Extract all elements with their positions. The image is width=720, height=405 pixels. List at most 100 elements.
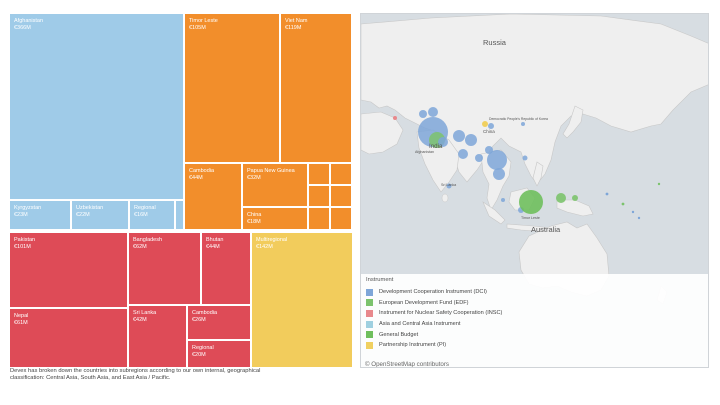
pacific-island-marker (605, 192, 609, 196)
tile-name: Viet Nam (285, 18, 308, 24)
treemap-tile-cambodia-red[interactable]: Cambodia €26M (187, 305, 251, 340)
tile-name: Nepal (14, 313, 29, 319)
bubble-malaysia[interactable] (501, 198, 505, 202)
tile-label: Regional €20M (192, 345, 214, 359)
bubble-cambodia[interactable] (493, 168, 505, 180)
bubble-bangladesh[interactable] (458, 149, 468, 159)
bubble-myanmar[interactable] (475, 154, 483, 162)
label-russia: Russia (483, 38, 507, 47)
bubble-philippines[interactable] (522, 155, 528, 161)
treemap-tile-bhutan[interactable]: Bhutan €44M (201, 232, 251, 305)
legend-item[interactable]: General Budget (366, 329, 703, 340)
sri-lanka-landmass (441, 193, 449, 203)
tile-value: €22M (76, 211, 90, 218)
tile-value: €366M (14, 24, 31, 31)
treemap-tile-multiregional[interactable]: Multiregional €142M (251, 232, 353, 368)
bubble-iran[interactable] (393, 116, 397, 120)
treemap-tile-nepal[interactable]: Nepal €61M (9, 308, 128, 368)
caption: Devex has broken down the countries into… (10, 368, 261, 382)
tile-value: €101M (14, 243, 31, 250)
treemap-tile-uzbekistan[interactable]: Uzbekistan €22M (71, 200, 129, 230)
japan-landmass (562, 105, 584, 139)
treemap-tile-small[interactable] (308, 207, 330, 230)
pacific-island-marker (621, 202, 625, 206)
bubble-solomon[interactable] (572, 195, 578, 201)
bubble-dprk[interactable] (482, 121, 488, 127)
legend-item[interactable]: Partnership Instrument (PI) (366, 340, 703, 351)
tile-value: €62M (133, 243, 147, 250)
bubble-pakistan[interactable] (438, 137, 448, 147)
bubble-kyrgyzstan[interactable] (428, 107, 438, 117)
legend-swatch (366, 341, 373, 349)
tile-label: Afghanistan €366M (14, 18, 43, 32)
legend-label: Instrument for Nuclear Safety Cooperatio… (379, 310, 503, 317)
tile-label: Viet Nam €119M (285, 18, 308, 32)
treemap-tile-small[interactable] (308, 163, 330, 185)
tile-name: Sri Lanka (133, 310, 157, 316)
legend-item[interactable]: Asia and Central Asia Instrument (366, 319, 703, 330)
tile-value: €32M (247, 174, 261, 181)
bubble-mongolia[interactable] (521, 122, 525, 126)
bubble-nepal[interactable] (453, 130, 465, 142)
legend-swatch (366, 288, 373, 296)
treemap-tile-cambodia[interactable]: Cambodia €44M (184, 163, 242, 230)
legend-item[interactable]: Instrument for Nuclear Safety Cooperatio… (366, 308, 703, 319)
treemap-tile-small[interactable] (330, 207, 352, 230)
treemap-tile-afghanistan[interactable]: Afghanistan €366M (9, 13, 184, 200)
sumatra-landmass (482, 201, 506, 225)
tile-name: Regional (192, 345, 214, 351)
bubble-china[interactable] (488, 123, 494, 129)
treemap-tile-timor-leste[interactable]: Timor Leste €105M (184, 13, 280, 163)
legend-swatch (366, 320, 373, 328)
tile-name: Uzbekistan (76, 205, 104, 211)
label-india: India (429, 143, 443, 150)
treemap-tile-small[interactable] (175, 200, 184, 230)
tile-label: Regional €16M (134, 205, 156, 219)
treemap-tile-bangladesh[interactable]: Bangladesh €62M (128, 232, 201, 305)
legend-swatch (366, 331, 373, 339)
treemap-tile-pakistan[interactable]: Pakistan €101M (9, 232, 128, 308)
tile-label: Pakistan €101M (14, 237, 35, 251)
bubble-viet-nam[interactable] (487, 150, 507, 170)
legend-swatch (366, 299, 373, 307)
treemap-tile-regional-asia[interactable]: Regional €16M (129, 200, 175, 230)
treemap-tile-sri-lanka[interactable]: Sri Lanka €42M (128, 305, 187, 368)
treemap-tile-regional-red[interactable]: Regional €20M (187, 340, 251, 368)
map-legend: Instrument Development Cooperation Instr… (361, 274, 708, 368)
legend-swatch (366, 309, 373, 317)
treemap-tile-china[interactable]: China €18M (242, 207, 308, 230)
philippines-landmass (532, 161, 544, 187)
tile-value: €26M (192, 316, 206, 323)
tile-name: Papua New Guinea (247, 168, 295, 174)
treemap-tile-small[interactable] (330, 163, 352, 185)
label-dprk: Democratic People's Republic of Korea (489, 117, 548, 121)
map-attribution[interactable]: © OpenStreetMap contributors (365, 361, 450, 368)
tile-label: Multiregional €142M (256, 237, 287, 251)
tile-name: Cambodia (192, 310, 218, 316)
legend-label: Asia and Central Asia Instrument (379, 321, 461, 328)
tile-name: China (247, 212, 262, 218)
bubble-laos[interactable] (485, 146, 493, 154)
legend-item[interactable]: European Development Fund (EDF) (366, 298, 703, 309)
bubble-bhutan[interactable] (465, 134, 477, 146)
bubble-papua-new-guinea[interactable] (556, 193, 566, 203)
treemap-tile-papua-new-guinea[interactable]: Papua New Guinea €32M (242, 163, 308, 207)
label-sri-lanka: Sri Lanka (441, 183, 456, 187)
legend-item[interactable]: Development Cooperation Instrument (DCI) (366, 287, 703, 298)
treemap-tile-small[interactable] (330, 185, 352, 207)
bubble-timor-leste[interactable] (519, 190, 543, 214)
tile-value: €119M (285, 24, 302, 31)
tile-name: Regional (134, 205, 156, 211)
tile-name: Pakistan (14, 237, 36, 243)
treemap-tile-viet-nam[interactable]: Viet Nam €119M (280, 13, 352, 163)
tile-label: Nepal €61M (14, 313, 28, 327)
legend-label: Development Cooperation Instrument (DCI) (379, 289, 487, 296)
tile-value: €61M (14, 319, 28, 326)
map-panel[interactable]: Russia India China Afghanistan Sri Lanka… (360, 13, 709, 368)
new-guinea-landmass (556, 199, 594, 217)
treemap-tile-kyrgyzstan[interactable]: Kyrgyzstan €23M (9, 200, 71, 230)
bubble-uzbekistan[interactable] (419, 110, 427, 118)
treemap-tile-small[interactable] (308, 185, 330, 207)
bubble-sri-lanka[interactable] (446, 183, 452, 189)
pacific-island-marker (657, 182, 661, 186)
